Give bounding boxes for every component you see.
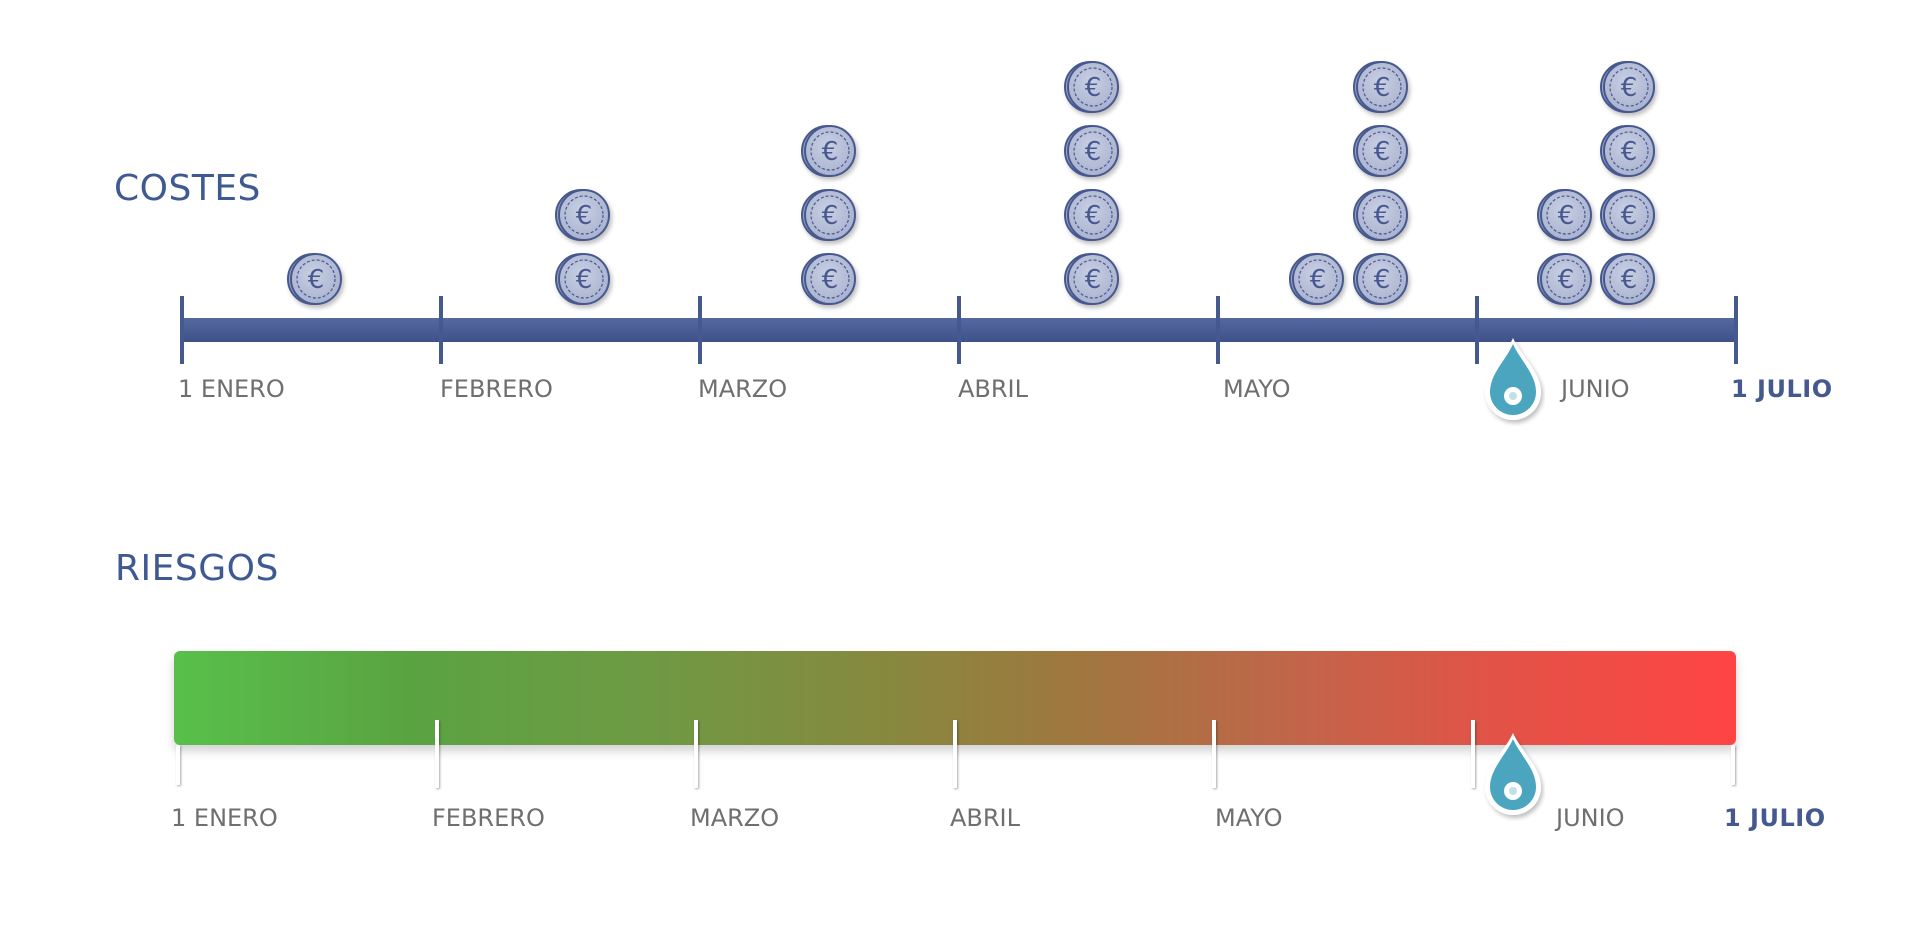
risk-tick-mayo [1212,720,1216,788]
euro-symbol: € [1374,201,1391,231]
costs-tick [180,296,184,364]
euro-coin-icon: € [1289,253,1344,305]
euro-coin-icon: € [1600,125,1655,177]
risk-tick-febrero [435,720,439,788]
risks-title: RIESGOS [115,548,279,589]
costs-month-abril: ABRIL [958,375,1029,403]
costs-tick [1475,296,1479,364]
costs-tick [439,296,443,364]
risks-end-label: 1 JULIO [1724,804,1826,832]
costs-month-marzo: MARZO [698,375,788,403]
risks-month-febrero: FEBRERO [432,804,545,832]
euro-coin-icon: € [1064,253,1119,305]
costs-end-label: 1 JULIO [1731,375,1833,403]
euro-coin-icon: € [287,253,342,305]
costs-tick [698,296,702,364]
euro-coin-icon: € [1600,61,1655,113]
risk-tick-abril [953,720,957,788]
risks-month-abril: ABRIL [950,804,1021,832]
euro-symbol: € [1374,137,1391,167]
risks-month-junio: JUNIO [1556,804,1625,832]
euro-symbol: € [1558,265,1575,295]
risks-month-marzo: MARZO [690,804,780,832]
euro-coin-icon: € [1064,189,1119,241]
euro-coin-icon: € [801,125,856,177]
euro-symbol: € [822,201,839,231]
euro-coin-icon: € [801,253,856,305]
costs-title: COSTES [114,168,261,209]
costs-location-pin-icon [1485,338,1541,420]
euro-symbol: € [1085,265,1102,295]
costs-timeline: € € € € € € € € € € € € € € € € € € € € € [180,61,1738,364]
euro-symbol: € [822,265,839,295]
euro-symbol: € [1374,73,1391,103]
risks-location-pin-icon [1485,733,1541,815]
euro-coin-icon: € [1353,253,1408,305]
costs-month-mayo: MAYO [1223,375,1291,403]
risk-tick-marzo [694,720,698,788]
euro-symbol: € [1621,73,1638,103]
risks-month-enero: 1 ENERO [171,804,278,832]
euro-symbol: € [576,201,593,231]
euro-symbol: € [1621,137,1638,167]
euro-coin-icon: € [1600,253,1655,305]
euro-symbol: € [1374,265,1391,295]
costs-ticks [180,296,1738,364]
costs-month-enero: 1 ENERO [178,375,285,403]
euro-coin-icon: € [1353,189,1408,241]
costs-tick [1734,296,1738,364]
risk-tick-julio [1731,745,1735,785]
euro-coin-icon: € [1064,61,1119,113]
euro-coin-icon: € [1353,125,1408,177]
risk-tick-enero [176,745,180,785]
coin-stacks: € € € € € € € € € € € € € € € € € € € € € [287,61,1655,305]
euro-symbol: € [1085,137,1102,167]
euro-coin-icon: € [555,253,610,305]
euro-symbol: € [1621,265,1638,295]
euro-symbol: € [308,265,325,295]
costs-tick [957,296,961,364]
costs-month-febrero: FEBRERO [440,375,553,403]
euro-symbol: € [1558,201,1575,231]
euro-coin-icon: € [1537,253,1592,305]
costs-month-junio: JUNIO [1561,375,1630,403]
euro-symbol: € [1085,73,1102,103]
euro-coin-icon: € [555,189,610,241]
euro-coin-icon: € [1537,189,1592,241]
euro-symbol: € [1310,265,1327,295]
euro-symbol: € [1621,201,1638,231]
euro-symbol: € [1085,201,1102,231]
euro-coin-icon: € [1600,189,1655,241]
risk-tick-junio [1471,720,1475,788]
euro-coin-icon: € [1353,61,1408,113]
risks-month-mayo: MAYO [1215,804,1283,832]
euro-symbol: € [822,137,839,167]
euro-coin-icon: € [1064,125,1119,177]
euro-coin-icon: € [801,189,856,241]
costs-tick [1216,296,1220,364]
euro-symbol: € [576,265,593,295]
